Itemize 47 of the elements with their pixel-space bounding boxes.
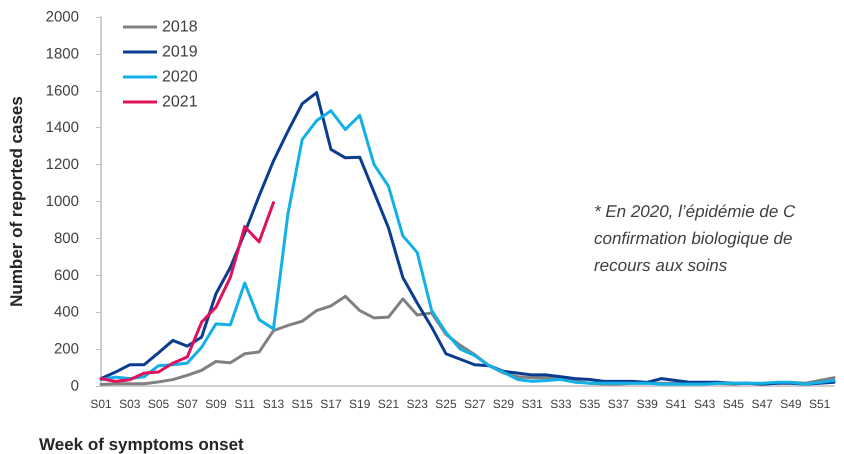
y-tick-label: 200 <box>54 340 79 358</box>
x-tick-label: S13 <box>262 397 284 411</box>
x-tick-label: S15 <box>292 397 314 411</box>
x-tick-label: S43 <box>694 397 716 411</box>
x-tick-label: S01 <box>90 397 112 411</box>
x-tick-label: S25 <box>435 397 457 411</box>
x-tick-label: S21 <box>378 397 400 411</box>
annotation: confirmation biologique de <box>594 229 792 248</box>
y-tick-label: 1600 <box>46 82 79 100</box>
x-tick-label: S03 <box>119 397 141 411</box>
x-tick-label: S05 <box>148 397 170 411</box>
line-series <box>100 201 275 383</box>
x-tick-label: S11 <box>234 397 256 411</box>
y-tick-label: 600 <box>54 266 79 284</box>
annotation: recours aux soins <box>594 256 728 275</box>
y-tick-label: 2000 <box>46 8 79 26</box>
y-tick-label: 800 <box>54 230 79 247</box>
y-tick-label: 1000 <box>46 193 79 210</box>
legend-label: 2018 <box>162 18 198 36</box>
y-tick-label: 1200 <box>46 156 79 174</box>
legend-label: 2019 <box>162 44 198 60</box>
x-tick-label: S31 <box>521 397 544 411</box>
x-tick-label: S47 <box>751 397 774 411</box>
x-tick-label: S35 <box>578 397 601 411</box>
y-tick-label: 400 <box>54 304 79 321</box>
legend-label: 2020 <box>162 68 198 86</box>
y-tick-label: 1400 <box>46 119 79 136</box>
x-tick-label: S49 <box>780 397 802 411</box>
x-tick-label: S27 <box>464 397 486 411</box>
x-tick-label: S37 <box>608 397 630 411</box>
y-tick-label: 1800 <box>46 45 79 62</box>
x-tick-label: S09 <box>205 397 227 411</box>
x-tick-label: S29 <box>492 397 514 411</box>
x-tick-label: S33 <box>550 397 572 411</box>
x-tick-label: S17 <box>320 397 342 411</box>
x-tick-label: S39 <box>636 397 658 411</box>
legend-label: 2021 <box>162 94 198 110</box>
x-tick-label: S41 <box>665 397 687 411</box>
y-tick-label: 0 <box>70 378 79 394</box>
x-tick-label: S19 <box>349 397 371 411</box>
x-tick-label: S07 <box>176 397 198 411</box>
x-axis-title: Week of symptoms onset <box>39 435 244 454</box>
x-tick-label: S23 <box>406 397 428 411</box>
annotation: * En 2020, l’épidémie de C <box>594 202 796 221</box>
y-axis-title: Number of reported cases <box>7 96 26 307</box>
x-tick-label: S45 <box>722 397 744 411</box>
x-tick-label: S51 <box>808 397 831 411</box>
